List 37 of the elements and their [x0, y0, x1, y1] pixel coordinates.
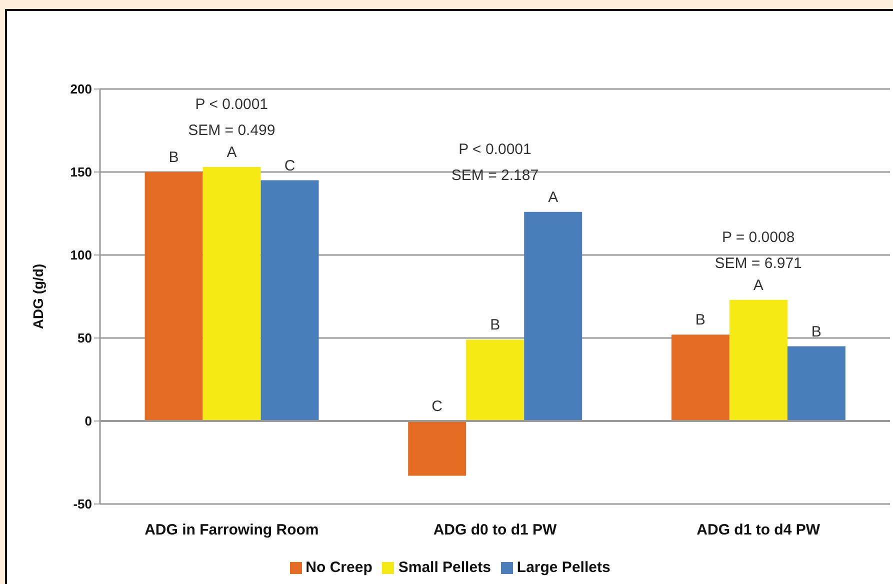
annotation: P < 0.0001: [458, 140, 532, 158]
bar: [408, 421, 466, 476]
data-label: A: [548, 188, 558, 206]
data-label: C: [284, 157, 296, 174]
y-axis-title: ADG (g/d): [30, 264, 46, 330]
data-label: A: [753, 276, 764, 294]
y-tick-label: 200: [70, 82, 92, 97]
legend-label: Small Pellets: [398, 559, 491, 576]
bar: [144, 172, 203, 421]
annotation: SEM = 0.499: [188, 122, 276, 140]
data-label: B: [168, 149, 179, 166]
bar: [729, 300, 788, 421]
legend-label: No Creep: [306, 559, 372, 576]
bar: [787, 346, 846, 421]
data-label: B: [695, 312, 706, 329]
bar: [202, 167, 261, 421]
bar: [671, 334, 730, 421]
annotation: P < 0.0001: [195, 96, 268, 114]
x-tick-label: ADG in Farrowing Room: [144, 522, 319, 539]
data-label: B: [490, 316, 500, 334]
annotation: SEM = 2.187: [451, 166, 539, 184]
x-tick-label: ADG d1 to d4 PW: [696, 522, 821, 539]
data-label: B: [811, 323, 822, 340]
y-tick-label: 100: [70, 248, 92, 263]
y-tick-label: 0: [84, 414, 92, 429]
data-label: A: [226, 144, 237, 162]
data-label: C: [432, 398, 443, 415]
annotation: P = 0.0008: [722, 228, 795, 246]
bar: [466, 340, 524, 421]
y-tick-label: 150: [70, 164, 92, 180]
legend-label: Large Pellets: [516, 559, 610, 576]
y-tick-label: 50: [78, 330, 92, 346]
annotation: SEM = 6.971: [714, 254, 802, 272]
y-tick-label: -50: [73, 496, 92, 512]
bar: [524, 212, 582, 421]
bar: [260, 180, 319, 421]
x-tick-label: ADG d0 to d1 PW: [433, 522, 558, 539]
